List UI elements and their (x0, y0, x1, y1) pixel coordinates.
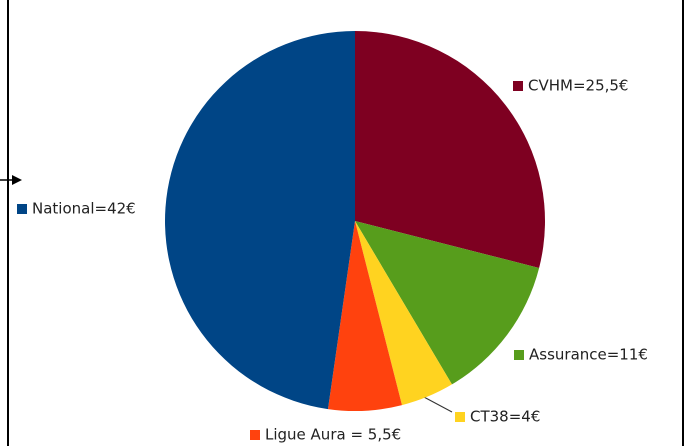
label-swatch (250, 430, 260, 440)
label-swatch (455, 412, 465, 422)
pie-slice (355, 221, 540, 385)
label-swatch (513, 81, 523, 91)
arrow-head (12, 175, 22, 185)
leader-line (421, 395, 453, 413)
pie-slice (327, 221, 402, 411)
pie-slice (164, 31, 355, 410)
pie-slice (355, 221, 452, 406)
pie-slice (355, 31, 545, 268)
slice-label: Ligue Aura = 5,5€ (265, 426, 401, 444)
slice-label: Assurance=11€ (529, 346, 648, 364)
label-swatch (514, 350, 524, 360)
slice-label: CVHM=25,5€ (528, 77, 628, 95)
slice-label: CT38=4€ (470, 408, 540, 426)
slice-label: National=42€ (32, 200, 136, 218)
label-swatch (17, 204, 27, 214)
